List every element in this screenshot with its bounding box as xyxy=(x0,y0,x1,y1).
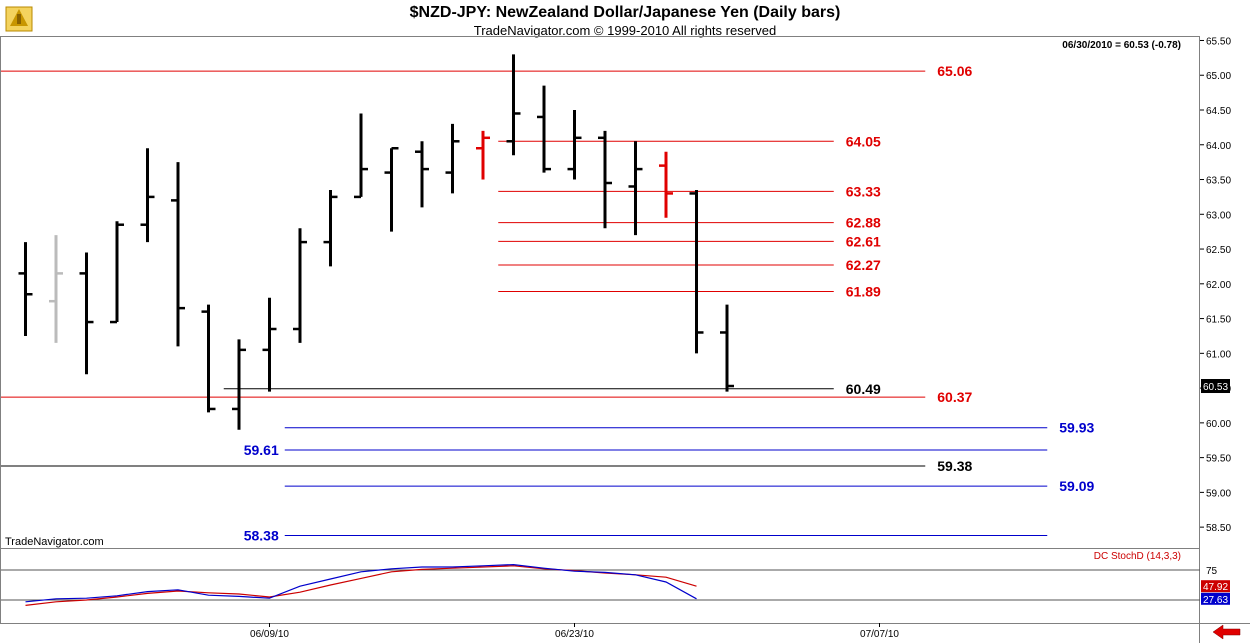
chart-title: $NZD-JPY: NewZealand Dollar/Japanese Yen… xyxy=(409,4,841,21)
ohlc-bar xyxy=(201,304,216,413)
x-axis-date-label: 06/23/10 xyxy=(555,629,594,640)
ohlc-bar xyxy=(18,242,33,336)
y-axis-tick-label: 61.00 xyxy=(1206,349,1231,360)
ohlc-bar xyxy=(384,146,399,232)
level-label: 58.38 xyxy=(244,527,279,543)
y-axis-tick-label: 64.00 xyxy=(1206,141,1231,152)
ohlc-bar xyxy=(323,189,338,267)
ohlc-bar xyxy=(445,123,460,194)
level-label: 62.27 xyxy=(846,257,881,273)
ohlc-bar xyxy=(720,304,734,392)
chart-subtitle: TradeNavigator.com © 1999-2010 All right… xyxy=(473,23,777,38)
ohlc-bar xyxy=(628,141,643,236)
ohlc-bar xyxy=(140,148,155,243)
level-label: 62.61 xyxy=(846,233,881,249)
stoch-d-value-label: 47.92 xyxy=(1203,582,1228,593)
y-axis-tick-label: 62.00 xyxy=(1206,280,1231,291)
ohlc-bar xyxy=(49,235,63,343)
ohlc-bar xyxy=(415,141,429,208)
y-axis-tick-label: 58.50 xyxy=(1206,523,1231,534)
level-label: 59.61 xyxy=(244,442,279,458)
last-price-box xyxy=(1201,379,1230,394)
level-label: 60.49 xyxy=(846,381,881,397)
ohlc-bar xyxy=(79,252,94,375)
level-label: 63.33 xyxy=(846,183,881,199)
y-axis-tick-label: 61.50 xyxy=(1206,315,1231,326)
indicator-name: DC StochD (14,3,3) xyxy=(1094,551,1181,562)
x-axis-date-label: 07/07/10 xyxy=(860,629,899,640)
level-label: 64.05 xyxy=(846,133,881,149)
y-axis-tick-label: 59.00 xyxy=(1206,488,1231,499)
x-axis-date-label: 06/09/10 xyxy=(250,629,289,640)
stoch-k-line xyxy=(25,563,697,603)
watermark-label: TradeNavigator.com xyxy=(5,536,104,548)
y-axis-tick-label: 62.50 xyxy=(1206,245,1231,256)
y-axis-tick-label: 63.00 xyxy=(1206,210,1231,221)
ohlc-bar xyxy=(506,54,521,156)
ohlc-bar xyxy=(537,85,551,173)
stoch-k-value-box xyxy=(1201,592,1230,605)
ohlc-bar xyxy=(476,130,490,180)
level-label: 60.37 xyxy=(937,389,972,405)
ohlc-bar xyxy=(171,162,185,347)
ohlc-bar xyxy=(659,151,673,218)
ohlc-bar xyxy=(262,297,277,392)
stoch-d-value-box xyxy=(1201,580,1230,593)
ohlc-bar xyxy=(232,339,246,430)
ohlc-bar xyxy=(567,110,582,180)
level-label: 65.06 xyxy=(937,63,972,79)
ohlc-bar xyxy=(689,189,704,354)
level-label: 61.89 xyxy=(846,283,881,299)
indicator-tick-label: 75 xyxy=(1206,566,1218,577)
level-label: 59.09 xyxy=(1059,478,1094,494)
last-quote-label: 06/30/2010 = 60.53 (-0.78) xyxy=(1062,40,1181,51)
level-label: 59.38 xyxy=(937,458,972,474)
level-label: 62.88 xyxy=(846,215,881,231)
y-axis-tick-label: 64.50 xyxy=(1206,106,1231,117)
stoch-k-value-label: 27.63 xyxy=(1203,595,1228,606)
y-axis-tick-label: 63.50 xyxy=(1206,176,1231,187)
ohlc-bar xyxy=(110,221,124,324)
tradenavigator-logo-icon xyxy=(4,4,34,34)
last-price-label: 60.53 xyxy=(1203,382,1228,393)
ohlc-bar xyxy=(354,113,368,199)
scroll-left-arrow-icon[interactable] xyxy=(1210,624,1244,640)
ohlc-bar xyxy=(598,130,612,229)
y-axis-tick-label: 65.50 xyxy=(1206,36,1231,47)
y-axis-tick-label: 59.50 xyxy=(1206,454,1231,465)
ohlc-bar xyxy=(293,228,307,343)
y-axis-tick-label: 65.00 xyxy=(1206,71,1231,82)
level-label: 59.93 xyxy=(1059,420,1094,436)
y-axis-tick-label: 60.00 xyxy=(1206,419,1231,430)
